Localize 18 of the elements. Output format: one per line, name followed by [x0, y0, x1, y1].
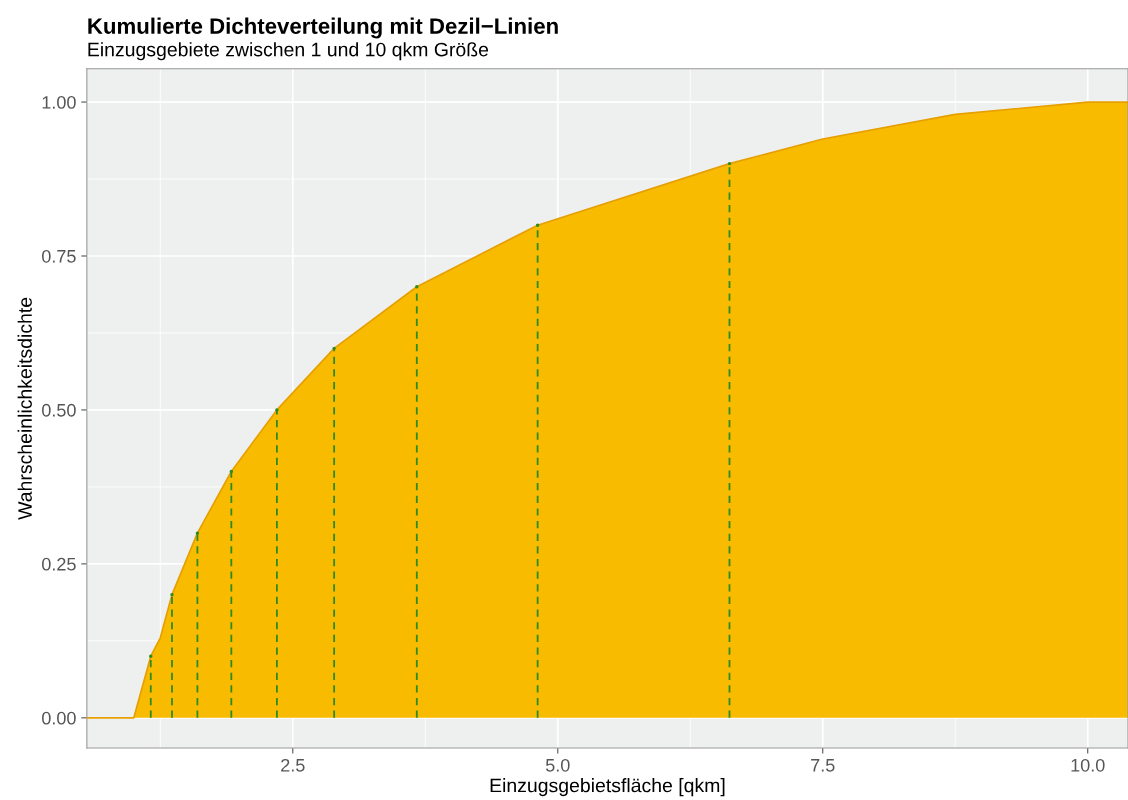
chart-title: Kumulierte Dichteverteilung mit Dezil−Linien — [88, 17, 558, 39]
y-tick-label: 0.75 — [42, 249, 76, 263]
y-tick-label: 1.00 — [42, 95, 76, 109]
point — [727, 161, 732, 166]
point — [332, 346, 336, 351]
y-tick-label: 0.50 — [42, 403, 76, 417]
x-axis-title: Einzugsgebietsfläche [qkm] — [490, 778, 725, 797]
y-tick-label: 0.00 — [42, 711, 76, 725]
point — [275, 408, 279, 412]
point — [229, 469, 234, 474]
chart-subtitle: Einzugsgebiete zwischen 1 und 10 qkm Größe — [88, 42, 489, 61]
x-tick-label: 10.0 — [1071, 758, 1105, 772]
y-tick-label: 0.25 — [42, 557, 76, 571]
y-axis-title: Wahrscheinlichkeitsdichte — [17, 297, 32, 520]
x-tick-label: 7.5 — [811, 759, 835, 772]
x-tick-label: 5.0 — [545, 758, 570, 772]
x-tick-label: 2.5 — [281, 758, 305, 772]
point — [195, 531, 200, 535]
